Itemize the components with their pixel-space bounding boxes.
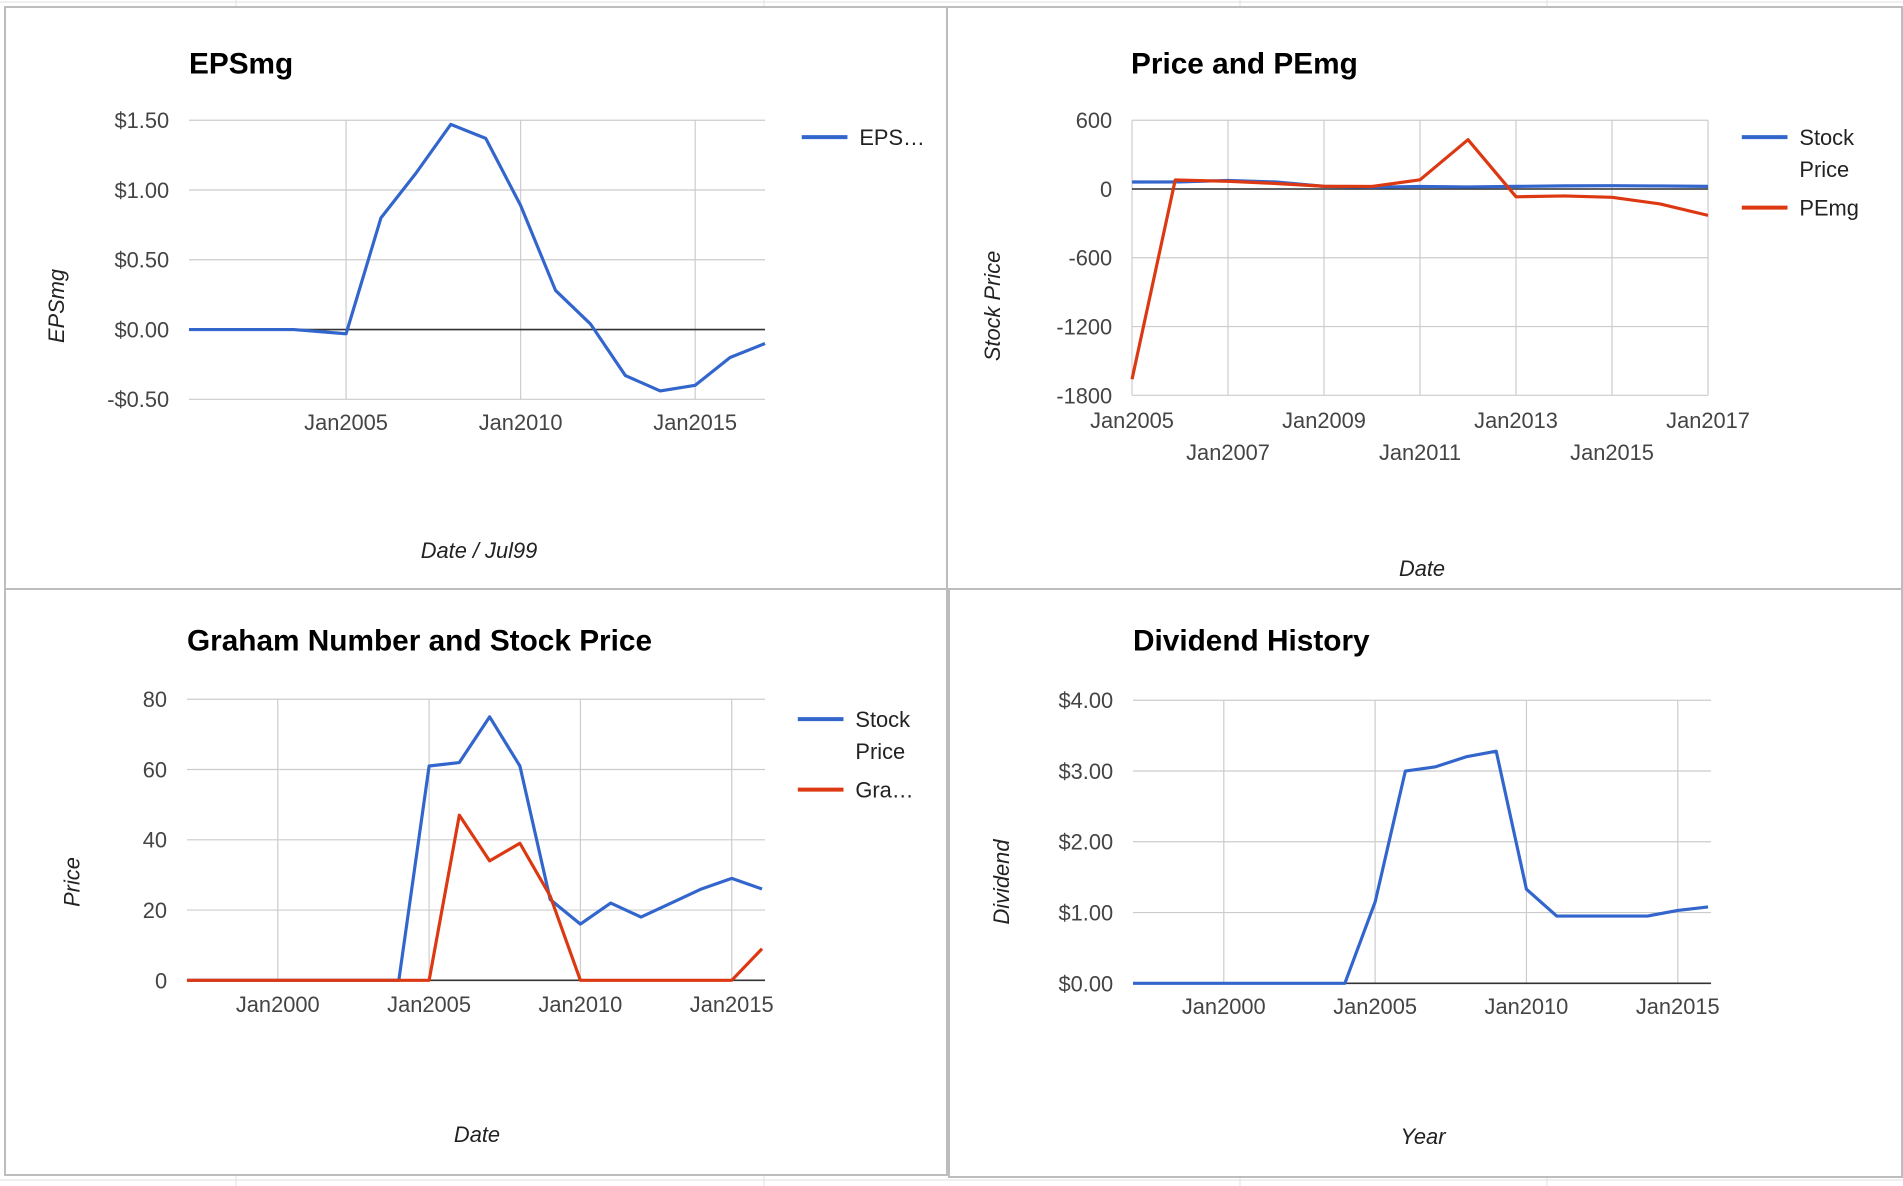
y-tick-label: 600 xyxy=(1076,108,1112,133)
legend-label: Price xyxy=(1799,157,1849,182)
y-axis-label: Dividend xyxy=(989,839,1014,925)
y-tick-label: $1.00 xyxy=(114,178,169,203)
y-tick-label: $1.50 xyxy=(114,108,169,133)
series-line-1 xyxy=(186,715,763,982)
y-tick-label: 0 xyxy=(155,968,167,993)
legend-label: Stock xyxy=(1799,125,1854,150)
x-axis-label: Year xyxy=(1401,1124,1448,1149)
y-tick-label: $4.00 xyxy=(1058,688,1113,713)
y-tick-label: 60 xyxy=(143,757,167,782)
legend-label: EPS… xyxy=(859,125,925,150)
x-tick-label: Jan2000 xyxy=(236,992,320,1017)
x-tick-label: Jan2015 xyxy=(653,410,737,435)
y-tick-label: -1200 xyxy=(1056,314,1112,339)
chart-title: EPSmg xyxy=(189,48,293,81)
price-pe-chart-panel[interactable]: Price and PEmg 600 0 -600 -1200 -1800 Jan2005… xyxy=(946,6,1903,590)
y-tick-label: 0 xyxy=(1100,177,1112,202)
y-axis-label: EPSmg xyxy=(44,269,69,343)
dividend-chart: Dividend History $4.00 $3.00 $2.00 $1.00 $0.… xyxy=(989,625,1720,1150)
y-tick-label: 40 xyxy=(143,828,167,853)
x-tick-label: Jan2015 xyxy=(1570,440,1654,465)
y-tick-label: -1800 xyxy=(1056,383,1112,408)
y-tick-label: 80 xyxy=(143,687,167,712)
y-axis-label: Stock Price xyxy=(980,251,1005,361)
series-line-2 xyxy=(186,813,764,982)
x-tick-label: Jan2005 xyxy=(304,410,388,435)
x-axis-label: Date / Jul99 xyxy=(421,538,537,563)
price-pe-chart: Price and PEmg 600 0 -600 -1200 -1800Jan2005… xyxy=(980,48,1859,582)
y-tick-label: $0.00 xyxy=(1058,971,1113,996)
x-tick-label: Jan2005 xyxy=(387,992,471,1017)
x-tick-label: Jan2005 xyxy=(1333,994,1417,1019)
x-tick-label: Jan2010 xyxy=(538,992,622,1017)
series-line-1 xyxy=(1132,749,1709,985)
y-tick-label: -$0.50 xyxy=(107,387,169,412)
y-axis-label: Price xyxy=(60,857,85,907)
y-tick-label: 20 xyxy=(143,898,167,923)
legend-label: Gra… xyxy=(855,778,913,803)
chart-title: Price and PEmg xyxy=(1131,48,1358,81)
x-tick-label: Jan2009 xyxy=(1282,408,1366,433)
graham-chart-panel[interactable]: Graham Number and Stock Price 80 60 40 20 0 J… xyxy=(4,588,948,1176)
y-tick-label: $0.50 xyxy=(114,248,169,273)
chart-title: Dividend History xyxy=(1133,625,1370,658)
x-tick-label: Jan2010 xyxy=(479,410,563,435)
x-tick-label: Jan2017 xyxy=(1666,408,1750,433)
x-tick-label: Jan2015 xyxy=(1636,994,1720,1019)
x-axis-label: Date xyxy=(1399,556,1445,581)
dividend-chart-panel[interactable]: Dividend History $4.00 $3.00 $2.00 $1.00 $0.… xyxy=(948,588,1903,1178)
graham-chart: Graham Number and Stock Price 80 60 40 20 0 J… xyxy=(60,625,914,1148)
y-tick-label: $3.00 xyxy=(1058,759,1113,784)
eps-chart: EPSmg $1.50 $1.00 $0.50 $0.00 -$0.50 Jan2005 J… xyxy=(44,48,925,564)
legend-label: PEmg xyxy=(1799,196,1858,221)
legend-label: Stock xyxy=(855,707,910,732)
y-tick-label: $1.00 xyxy=(1058,900,1113,925)
chart-title: Graham Number and Stock Price xyxy=(187,625,652,658)
eps-chart-panel[interactable]: EPSmg $1.50 $1.00 $0.50 $0.00 -$0.50 Jan2005 J… xyxy=(4,6,948,590)
x-tick-label: Jan2007 xyxy=(1186,440,1270,465)
y-tick-label: $0.00 xyxy=(114,317,169,342)
y-tick-label: -600 xyxy=(1068,246,1112,271)
x-tick-label: Jan2005 xyxy=(1090,408,1174,433)
x-tick-label: Jan2000 xyxy=(1182,994,1266,1019)
y-tick-label: $2.00 xyxy=(1058,830,1113,855)
x-tick-label: Jan2015 xyxy=(690,992,774,1017)
x-axis-label: Date xyxy=(454,1122,500,1147)
series-line-2 xyxy=(1130,138,1709,380)
x-tick-label: Jan2013 xyxy=(1474,408,1558,433)
x-tick-label: Jan2010 xyxy=(1485,994,1569,1019)
x-tick-label: Jan2011 xyxy=(1379,440,1461,465)
series-line-1 xyxy=(188,122,766,393)
legend-label: Price xyxy=(855,739,905,764)
